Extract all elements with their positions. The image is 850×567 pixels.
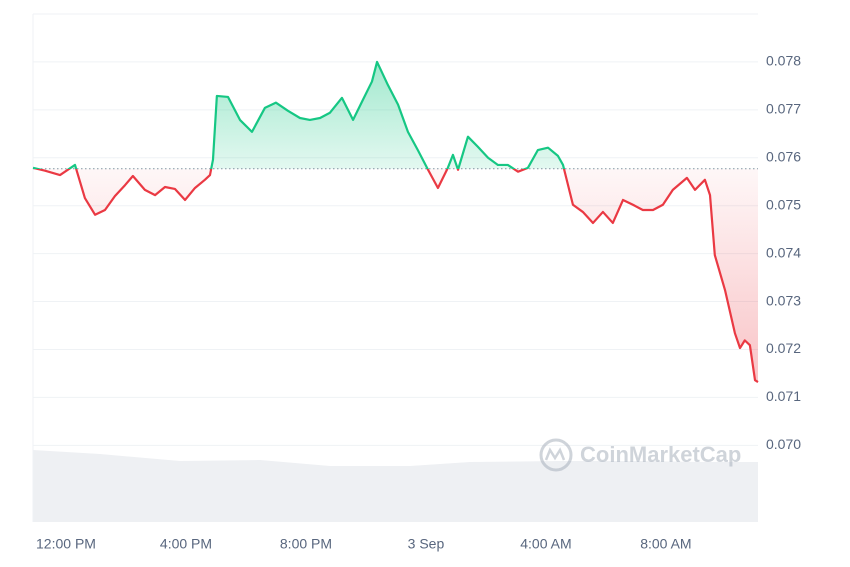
y-tick-label: 0.077 <box>766 101 801 117</box>
grid <box>33 61 758 446</box>
x-tick-label: 4:00 PM <box>160 536 212 552</box>
plot <box>32 60 759 383</box>
x-tick-label: 8:00 PM <box>280 536 332 552</box>
y-tick-label: 0.071 <box>766 388 801 404</box>
x-tick-label: 12:00 PM <box>36 536 96 552</box>
y-tick-label: 0.072 <box>766 340 801 356</box>
watermark: CoinMarketCap <box>539 438 741 472</box>
watermark-logo <box>539 438 573 472</box>
y-tick-label: 0.076 <box>766 148 801 164</box>
y-tick-label: 0.074 <box>766 244 801 260</box>
y-tick-label: 0.073 <box>766 292 801 308</box>
x-tick-label: 4:00 AM <box>520 536 571 552</box>
x-tick-label: 8:00 AM <box>640 536 691 552</box>
watermark-text: CoinMarketCap <box>580 442 741 467</box>
y-tick-label: 0.075 <box>766 196 801 212</box>
watermark-logo <box>544 447 566 461</box>
volume-area <box>33 450 758 522</box>
y-tick-label: 0.078 <box>766 53 801 69</box>
y-tick-label: 0.070 <box>766 436 801 452</box>
x-tick-label: 3 Sep <box>408 536 445 552</box>
price-line <box>32 60 759 383</box>
